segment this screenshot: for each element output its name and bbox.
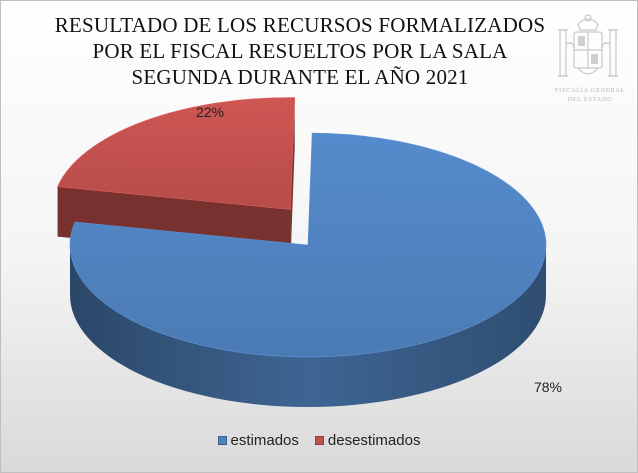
legend-swatch-desestimados <box>314 436 324 445</box>
pie-slice-top-desestimados <box>57 97 295 210</box>
coat-of-arms-logo <box>558 14 618 77</box>
legend-label-desestimados: desestimados <box>327 432 421 449</box>
chart-title: RESULTADO DE LOS RECURSOS FORMALIZADOS P… <box>40 12 560 90</box>
data-label-desestimados: 22% <box>196 104 224 120</box>
chart-title-line-1: RESULTADO DE LOS RECURSOS FORMALIZADOS <box>54 13 546 37</box>
chart-title-line-3: SEGUNDA DURANTE EL AÑO 2021 <box>131 65 469 89</box>
legend-label-estimados: estimados <box>230 432 299 449</box>
seal-caption-line-1: FISCALÍA GENERAL <box>554 87 626 94</box>
pie-slice-estimados <box>69 132 547 407</box>
data-label-estimados: 78% <box>534 379 562 395</box>
legend-swatch-estimados <box>217 436 227 445</box>
seal-caption-line-2: DEL ESTADO <box>567 96 613 103</box>
pie-slice-top-estimados <box>69 132 547 358</box>
legend-item-desestimados: desestimados <box>314 432 421 449</box>
chart-legend: estimados desestimados <box>0 432 638 449</box>
pie-slice-side-estimados <box>70 245 546 407</box>
pie-slice-wall-desestimados-1 <box>290 97 295 260</box>
chart-title-line-2: POR EL FISCAL RESUELTOS POR LA SALA <box>92 39 508 63</box>
legend-item-estimados: estimados <box>217 432 299 449</box>
seal-caption: FISCALÍA GENERAL DEL ESTADO <box>548 86 632 104</box>
